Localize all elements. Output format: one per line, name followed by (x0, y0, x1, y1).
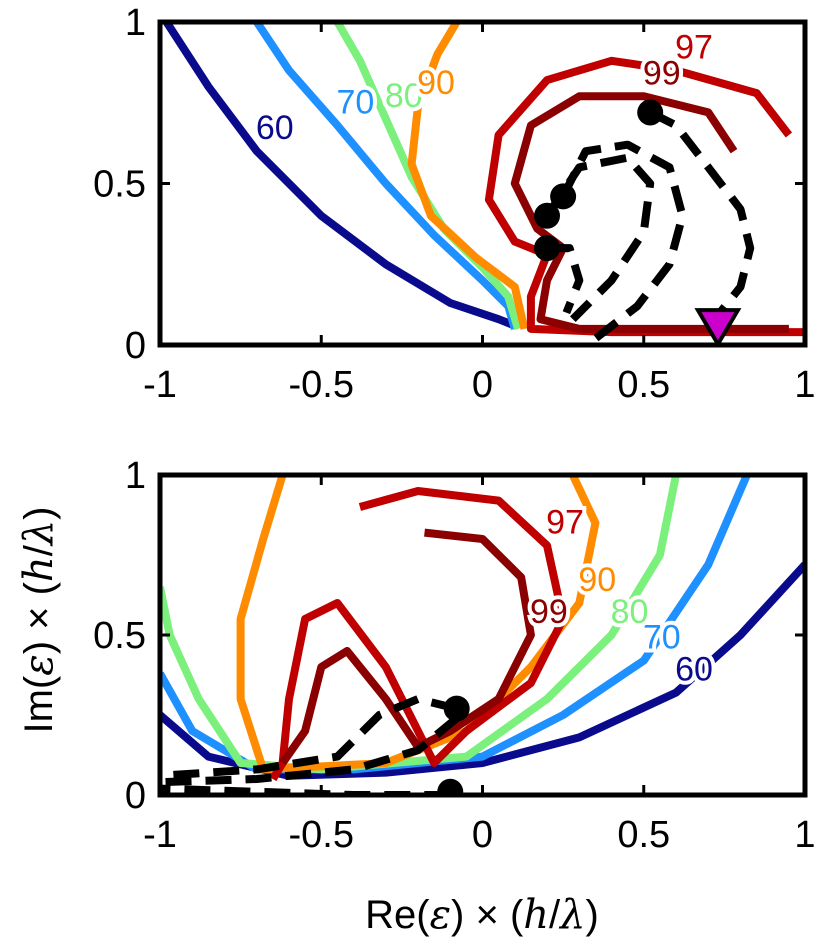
y-axis-title-h: h (16, 556, 62, 582)
bottom-contour-60 (160, 561, 805, 780)
top-dashed-path-2 (543, 153, 655, 323)
top-contour-label-90: 90 (417, 64, 455, 102)
bottom-contour-label-60: 60 (675, 651, 713, 689)
bottom-plot-area (160, 475, 805, 795)
top-marker-3 (534, 235, 560, 262)
top-dashed-path-0 (648, 108, 755, 322)
top-contour-label-60: 60 (256, 109, 294, 147)
bottom-contour-99 (279, 528, 535, 766)
y-axis-title-lambda: λ (16, 520, 62, 547)
bottom-marker-1 (437, 778, 464, 795)
top-contour-70 (253, 22, 519, 331)
top-x-tick-label-0: -1 (143, 364, 177, 406)
x-axis-title: Re(ε) × (h/λ) (365, 892, 599, 938)
top-y-tick-label-0: 0 (125, 325, 146, 367)
x-axis-title-mid: ) × ( (451, 893, 524, 937)
bottom-x-tick-label-2: 0 (472, 814, 493, 856)
top-marker-1 (550, 183, 577, 210)
bottom-dashed-path-1 (160, 715, 460, 787)
y-axis-title-mid: ) × ( (17, 581, 61, 654)
bottom-y-tick-label-1: 0.5 (93, 615, 146, 657)
top-x-tick-label-3: 0.5 (617, 364, 670, 406)
top-y-tick-label-2: 1 (125, 2, 146, 44)
bottom-x-tick-label-1: -0.5 (289, 814, 354, 856)
y-axis-title-eps: ε (16, 654, 62, 675)
top-axes-frame (157, 19, 808, 348)
bottom-x-tick-label-3: 0.5 (617, 814, 670, 856)
top-contour-label-99: 99 (643, 54, 681, 92)
bottom-y-tick-label-0: 0 (125, 775, 146, 817)
bottom-contour-label-97: 97 (546, 503, 584, 541)
bottom-marker-0 (443, 695, 470, 722)
bottom-contour-70 (160, 475, 751, 774)
top-marker-0 (637, 99, 664, 126)
top-contour-label-80: 80 (385, 77, 423, 115)
bottom-x-tick-label-0: -1 (143, 814, 177, 856)
bottom-contour-label-99: 99 (530, 593, 568, 631)
x-axis-title-end: ) (586, 893, 599, 937)
bottom-x-tick-label-4: 1 (794, 814, 815, 856)
top-x-tick-label-4: 1 (794, 364, 815, 406)
x-axis-title-eps: ε (430, 892, 451, 938)
top-contour-label-97: 97 (675, 28, 713, 66)
y-axis-title: Im(ε) × (h/λ) (16, 506, 62, 733)
x-axis-title-lambda: λ (558, 892, 585, 938)
bottom-contour-97 (269, 487, 568, 782)
top-contour-99 (510, 92, 789, 333)
top-x-tick-label-2: 0 (472, 364, 493, 406)
top-special-marker (694, 308, 742, 345)
y-axis-title-prefix: Im( (17, 675, 61, 733)
y-axis-title-slash: / (17, 544, 61, 556)
top-contour-90 (407, 22, 529, 330)
y-axis-title-end: ) (17, 506, 61, 519)
top-contour-60 (163, 22, 517, 330)
bottom-contour-label-70: 70 (643, 619, 681, 657)
top-contour-label-70: 70 (336, 83, 374, 121)
x-axis-title-prefix: Re( (365, 893, 430, 937)
bottom-y-tick-label-2: 1 (125, 455, 146, 497)
top-x-tick-label-1: -0.5 (289, 364, 354, 406)
top-y-tick-label-1: 0.5 (93, 164, 146, 206)
x-axis-title-h: h (523, 892, 549, 938)
top-marker-2 (534, 202, 560, 229)
top-plot-area (163, 22, 805, 345)
bottom-contour-label-90: 90 (578, 561, 616, 599)
bottom-contour-label-80: 80 (611, 593, 649, 631)
top-dashed-path-1 (559, 140, 687, 342)
x-axis-title-slash: / (549, 893, 561, 937)
